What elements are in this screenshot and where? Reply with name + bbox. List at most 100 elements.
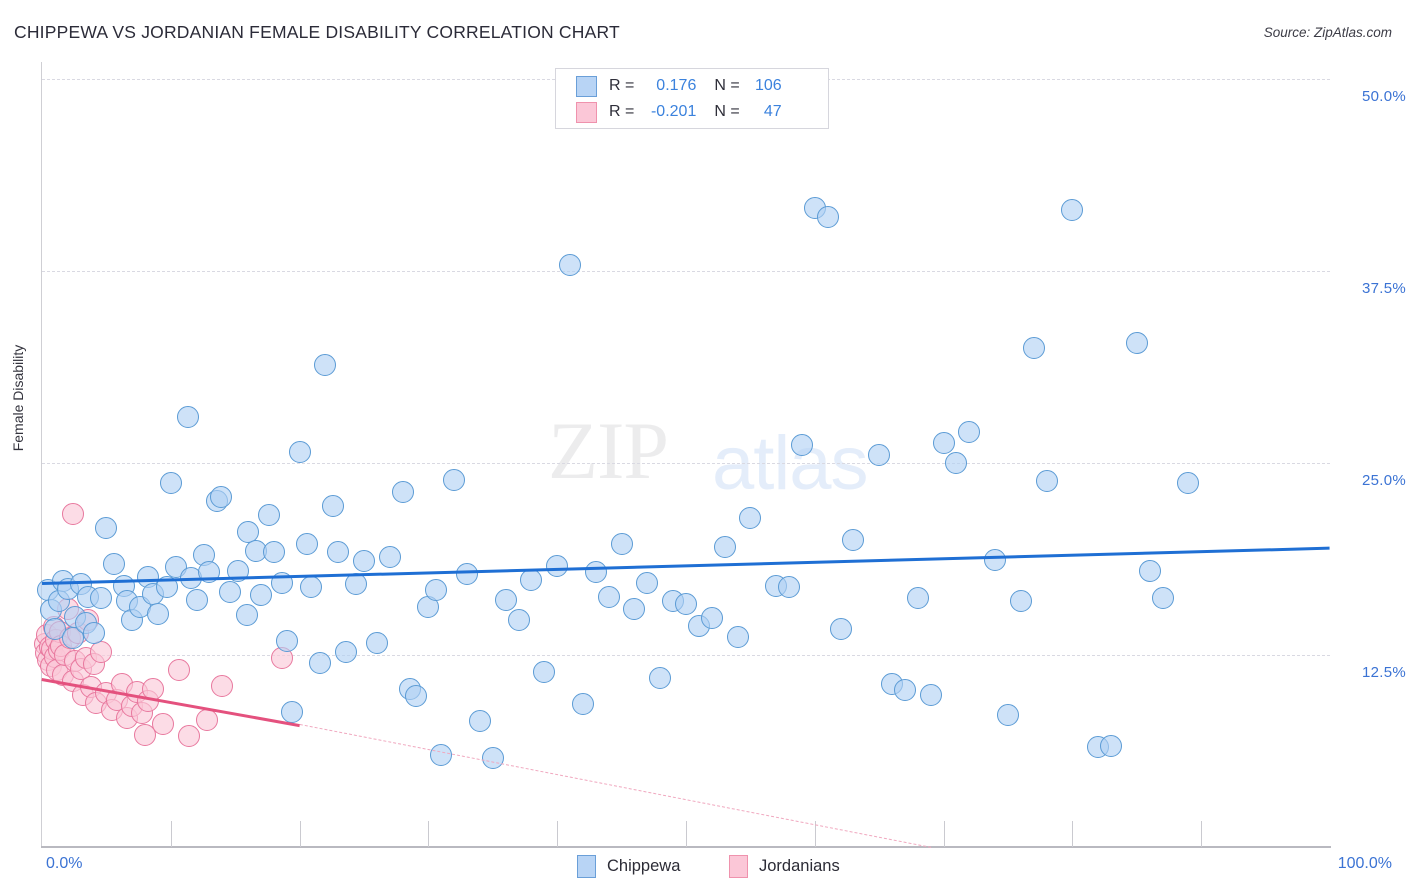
scatter-point-chippewa[interactable]: [270, 571, 293, 594]
scatter-point-chippewa[interactable]: [636, 571, 659, 594]
scatter-point-chippewa[interactable]: [365, 631, 388, 654]
scatter-point-chippewa[interactable]: [288, 441, 311, 464]
scatter-point-chippewa[interactable]: [675, 593, 697, 616]
scatter-point-chippewa[interactable]: [430, 743, 453, 766]
scatter-point-chippewa[interactable]: [198, 561, 221, 584]
scatter-point-chippewa[interactable]: [345, 573, 368, 596]
scatter-point-chippewa[interactable]: [443, 468, 466, 491]
scatter-point-chippewa[interactable]: [739, 507, 762, 530]
scatter-point-chippewa[interactable]: [378, 545, 401, 568]
scatter-point-chippewa[interactable]: [571, 693, 594, 716]
scatter-point-chippewa[interactable]: [296, 533, 319, 556]
scatter-point-chippewa[interactable]: [425, 579, 448, 602]
scatter-point-chippewa[interactable]: [226, 559, 249, 582]
scatter-point-chippewa[interactable]: [945, 452, 968, 474]
scatter-point-chippewa[interactable]: [623, 597, 646, 620]
scatter-point-chippewa[interactable]: [219, 581, 242, 604]
scatter-point-chippewa[interactable]: [300, 576, 323, 599]
scatter-point-chippewa[interactable]: [82, 622, 105, 645]
scatter-point-chippewa[interactable]: [726, 625, 749, 648]
scatter-point-chippewa[interactable]: [700, 607, 723, 630]
scatter-point-chippewa[interactable]: [919, 683, 942, 706]
x-axis-tick: [557, 821, 559, 847]
scatter-point-chippewa[interactable]: [391, 481, 414, 504]
scatter-point-chippewa[interactable]: [1009, 590, 1032, 613]
legend-item-jordanians[interactable]: Jordanians: [729, 855, 840, 878]
scatter-point-chippewa[interactable]: [958, 421, 981, 444]
scatter-point-chippewa[interactable]: [249, 584, 272, 607]
scatter-point-chippewa[interactable]: [494, 588, 517, 611]
scatter-point-jordanians[interactable]: [211, 674, 234, 697]
scatter-point-jordanians[interactable]: [177, 725, 200, 748]
scatter-point-chippewa[interactable]: [280, 700, 303, 723]
scatter-point-jordanians[interactable]: [195, 708, 218, 731]
scatter-point-chippewa[interactable]: [1125, 332, 1148, 355]
scatter-point-chippewa[interactable]: [778, 576, 801, 599]
x-axis-min-label: 0.0%: [46, 855, 83, 872]
scatter-point-chippewa[interactable]: [713, 536, 736, 559]
scatter-point-chippewa[interactable]: [1138, 559, 1161, 582]
scatter-point-chippewa[interactable]: [584, 561, 607, 584]
scatter-point-chippewa[interactable]: [610, 533, 633, 556]
scatter-point-jordanians[interactable]: [167, 659, 190, 682]
scatter-point-chippewa[interactable]: [932, 432, 955, 455]
scatter-point-chippewa[interactable]: [185, 588, 208, 611]
scatter-point-chippewa[interactable]: [507, 608, 530, 631]
scatter-point-chippewa[interactable]: [842, 528, 865, 551]
scatter-point-chippewa[interactable]: [533, 660, 556, 683]
gridline-y: [42, 271, 1330, 272]
scatter-point-chippewa[interactable]: [597, 585, 620, 608]
scatter-point-jordanians[interactable]: [61, 502, 84, 525]
scatter-point-chippewa[interactable]: [210, 485, 233, 508]
scatter-point-chippewa[interactable]: [1035, 470, 1058, 493]
scatter-point-chippewa[interactable]: [90, 587, 113, 610]
scatter-point-chippewa[interactable]: [146, 602, 169, 625]
scatter-point-chippewa[interactable]: [468, 710, 491, 733]
scatter-point-chippewa[interactable]: [159, 471, 182, 494]
scatter-point-chippewa[interactable]: [155, 576, 178, 599]
scatter-point-chippewa[interactable]: [235, 604, 258, 627]
scatter-point-chippewa[interactable]: [1151, 587, 1174, 610]
scatter-point-chippewa[interactable]: [334, 640, 357, 663]
scatter-point-chippewa[interactable]: [322, 495, 345, 517]
scatter-point-chippewa[interactable]: [103, 553, 126, 576]
scatter-point-chippewa[interactable]: [546, 554, 569, 577]
scatter-point-chippewa[interactable]: [649, 667, 672, 690]
scatter-point-chippewa[interactable]: [1100, 734, 1123, 757]
scatter-point-chippewa[interactable]: [456, 562, 479, 585]
legend-row-chippewa: R = 0.176 N = 106: [576, 73, 782, 99]
scatter-point-chippewa[interactable]: [309, 651, 332, 674]
scatter-point-chippewa[interactable]: [353, 550, 375, 573]
x-axis-tick: [1072, 821, 1074, 847]
scatter-point-chippewa[interactable]: [176, 405, 199, 428]
scatter-point-chippewa[interactable]: [262, 541, 285, 564]
y-axis-tick-label: 50.0%: [1361, 88, 1406, 105]
scatter-point-chippewa[interactable]: [1022, 336, 1045, 359]
scatter-point-chippewa[interactable]: [481, 746, 504, 769]
scatter-point-chippewa[interactable]: [868, 444, 891, 467]
legend-item-chippewa[interactable]: Chippewa: [577, 855, 680, 878]
scatter-point-chippewa[interactable]: [790, 433, 813, 456]
scatter-point-jordanians[interactable]: [134, 723, 157, 746]
gridline-y: [42, 655, 1330, 656]
scatter-point-chippewa[interactable]: [1061, 198, 1084, 221]
scatter-point-jordanians[interactable]: [152, 713, 175, 736]
scatter-point-chippewa[interactable]: [314, 353, 337, 376]
scatter-point-chippewa[interactable]: [997, 703, 1019, 726]
scatter-point-chippewa[interactable]: [275, 630, 298, 653]
scatter-point-chippewa[interactable]: [95, 516, 118, 539]
scatter-point-chippewa[interactable]: [1177, 471, 1200, 494]
scatter-point-chippewa[interactable]: [257, 504, 280, 527]
scatter-point-chippewa[interactable]: [559, 253, 582, 276]
x-axis-tick: [943, 821, 945, 847]
scatter-point-jordanians[interactable]: [90, 640, 113, 663]
scatter-point-chippewa[interactable]: [906, 587, 929, 610]
scatter-point-chippewa[interactable]: [816, 206, 839, 229]
scatter-point-chippewa[interactable]: [327, 541, 350, 564]
scatter-point-jordanians[interactable]: [141, 677, 164, 700]
scatter-point-chippewa[interactable]: [520, 568, 543, 591]
scatter-point-chippewa[interactable]: [984, 548, 1007, 571]
scatter-point-chippewa[interactable]: [829, 617, 852, 640]
scatter-point-chippewa[interactable]: [404, 685, 427, 708]
scatter-point-chippewa[interactable]: [893, 679, 916, 702]
